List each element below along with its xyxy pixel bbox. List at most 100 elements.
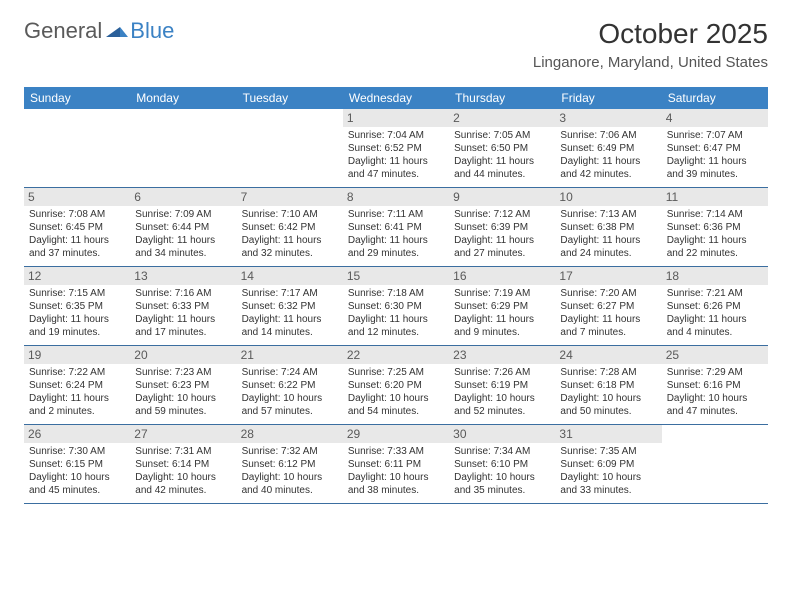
day-number: 19	[24, 346, 130, 364]
sunset-text: Sunset: 6:42 PM	[242, 221, 338, 234]
day-header-mon: Monday	[130, 87, 236, 109]
sunset-text: Sunset: 6:22 PM	[242, 379, 338, 392]
sunrise-text: Sunrise: 7:28 AM	[560, 366, 656, 379]
daylight-text: Daylight: 10 hours and 50 minutes.	[560, 392, 656, 418]
day-cell	[24, 109, 130, 187]
day-number: 1	[343, 109, 449, 127]
day-number: 10	[555, 188, 661, 206]
day-header-sun: Sunday	[24, 87, 130, 109]
daylight-text: Daylight: 11 hours and 32 minutes.	[242, 234, 338, 260]
day-info: Sunrise: 7:10 AMSunset: 6:42 PMDaylight:…	[242, 208, 338, 260]
day-info: Sunrise: 7:04 AMSunset: 6:52 PMDaylight:…	[348, 129, 444, 181]
day-cell: 19Sunrise: 7:22 AMSunset: 6:24 PMDayligh…	[24, 346, 130, 424]
week-row: 12 Sunrise: 7:15 AMSunset: 6:35 PMDayligh…	[24, 267, 768, 346]
daylight-text: Daylight: 10 hours and 38 minutes.	[348, 471, 444, 497]
sunset-text: Sunset: 6:27 PM	[560, 300, 656, 313]
day-info: Sunrise: 7:06 AMSunset: 6:49 PMDaylight:…	[560, 129, 656, 181]
sunrise-text: Sunrise: 7:12 AM	[454, 208, 550, 221]
sunset-text: Sunset: 6:32 PM	[242, 300, 338, 313]
day-number: 30	[449, 425, 555, 443]
day-number: 25	[662, 346, 768, 364]
day-cell	[237, 109, 343, 187]
week-row: 26Sunrise: 7:30 AMSunset: 6:15 PMDayligh…	[24, 425, 768, 504]
day-info: Sunrise: 7:12 AMSunset: 6:39 PMDaylight:…	[454, 208, 550, 260]
daylight-text: Daylight: 10 hours and 59 minutes.	[135, 392, 231, 418]
sunset-text: Sunset: 6:38 PM	[560, 221, 656, 234]
day-number: 13	[130, 267, 236, 285]
day-cell: 27Sunrise: 7:31 AMSunset: 6:14 PMDayligh…	[130, 425, 236, 503]
sunrise-text: Sunrise: 7:09 AM	[135, 208, 231, 221]
day-number: 26	[24, 425, 130, 443]
day-cell: 18Sunrise: 7:21 AMSunset: 6:26 PMDayligh…	[662, 267, 768, 345]
daylight-text: Daylight: 11 hours and 4 minutes.	[667, 313, 763, 339]
daylight-text: Daylight: 11 hours and 42 minutes.	[560, 155, 656, 181]
day-info: Sunrise: 7:07 AMSunset: 6:47 PMDaylight:…	[667, 129, 763, 181]
sunrise-text: Sunrise: 7:20 AM	[560, 287, 656, 300]
sunrise-text: Sunrise: 7:35 AM	[560, 445, 656, 458]
day-cell: 25Sunrise: 7:29 AMSunset: 6:16 PMDayligh…	[662, 346, 768, 424]
day-info: Sunrise: 7:25 AMSunset: 6:20 PMDaylight:…	[348, 366, 444, 418]
day-number: 12	[24, 267, 130, 285]
sunrise-text: Sunrise: 7:22 AM	[29, 366, 125, 379]
day-cell: 16Sunrise: 7:19 AMSunset: 6:29 PMDayligh…	[449, 267, 555, 345]
sunrise-text: Sunrise: 7:05 AM	[454, 129, 550, 142]
sunrise-text: Sunrise: 7:18 AM	[348, 287, 444, 300]
day-info: Sunrise: 7:08 AMSunset: 6:45 PMDaylight:…	[29, 208, 125, 260]
daylight-text: Daylight: 11 hours and 9 minutes.	[454, 313, 550, 339]
logo-mark-icon	[106, 21, 128, 42]
daylight-text: Daylight: 10 hours and 42 minutes.	[135, 471, 231, 497]
sunset-text: Sunset: 6:15 PM	[29, 458, 125, 471]
day-number: 20	[130, 346, 236, 364]
day-info: Sunrise: 7:13 AMSunset: 6:38 PMDaylight:…	[560, 208, 656, 260]
daylight-text: Daylight: 11 hours and 2 minutes.	[29, 392, 125, 418]
day-number: 8	[343, 188, 449, 206]
sunset-text: Sunset: 6:20 PM	[348, 379, 444, 392]
sunset-text: Sunset: 6:29 PM	[454, 300, 550, 313]
sunset-text: Sunset: 6:39 PM	[454, 221, 550, 234]
sunrise-text: Sunrise: 7:32 AM	[242, 445, 338, 458]
daylight-text: Daylight: 10 hours and 35 minutes.	[454, 471, 550, 497]
day-info: Sunrise: 7:23 AMSunset: 6:23 PMDaylight:…	[135, 366, 231, 418]
sunrise-text: Sunrise: 7:31 AM	[135, 445, 231, 458]
sunset-text: Sunset: 6:36 PM	[667, 221, 763, 234]
daylight-text: Daylight: 11 hours and 12 minutes.	[348, 313, 444, 339]
day-header-thu: Thursday	[449, 87, 555, 109]
day-cell: 10 Sunrise: 7:13 AMSunset: 6:38 PMDayligh…	[555, 188, 661, 266]
day-info: Sunrise: 7:18 AMSunset: 6:30 PMDaylight:…	[348, 287, 444, 339]
day-cell: 9Sunrise: 7:12 AMSunset: 6:39 PMDaylight…	[449, 188, 555, 266]
day-info: Sunrise: 7:28 AMSunset: 6:18 PMDaylight:…	[560, 366, 656, 418]
logo: General Blue	[24, 18, 174, 44]
day-info: Sunrise: 7:15 AMSunset: 6:35 PMDaylight:…	[29, 287, 125, 339]
weeks-container: 1 Sunrise: 7:04 AMSunset: 6:52 PMDaylight…	[24, 109, 768, 504]
day-info: Sunrise: 7:33 AMSunset: 6:11 PMDaylight:…	[348, 445, 444, 497]
title-block: October 2025 Linganore, Maryland, United…	[533, 18, 768, 71]
day-cell: 14Sunrise: 7:17 AMSunset: 6:32 PMDayligh…	[237, 267, 343, 345]
day-cell	[130, 109, 236, 187]
day-header-row: Sunday Monday Tuesday Wednesday Thursday…	[24, 87, 768, 109]
sunrise-text: Sunrise: 7:26 AM	[454, 366, 550, 379]
sunrise-text: Sunrise: 7:19 AM	[454, 287, 550, 300]
sunset-text: Sunset: 6:50 PM	[454, 142, 550, 155]
sunrise-text: Sunrise: 7:25 AM	[348, 366, 444, 379]
sunrise-text: Sunrise: 7:14 AM	[667, 208, 763, 221]
day-cell: 2Sunrise: 7:05 AMSunset: 6:50 PMDaylight…	[449, 109, 555, 187]
day-number: 24	[555, 346, 661, 364]
sunset-text: Sunset: 6:35 PM	[29, 300, 125, 313]
sunset-text: Sunset: 6:47 PM	[667, 142, 763, 155]
day-number: 21	[237, 346, 343, 364]
week-row: 5Sunrise: 7:08 AMSunset: 6:45 PMDaylight…	[24, 188, 768, 267]
day-cell: 13Sunrise: 7:16 AMSunset: 6:33 PMDayligh…	[130, 267, 236, 345]
day-cell: 4Sunrise: 7:07 AMSunset: 6:47 PMDaylight…	[662, 109, 768, 187]
header: General Blue October 2025 Linganore, Mar…	[0, 0, 792, 77]
location-text: Linganore, Maryland, United States	[533, 54, 768, 71]
week-row: 19Sunrise: 7:22 AMSunset: 6:24 PMDayligh…	[24, 346, 768, 425]
daylight-text: Daylight: 11 hours and 7 minutes.	[560, 313, 656, 339]
sunrise-text: Sunrise: 7:04 AM	[348, 129, 444, 142]
sunset-text: Sunset: 6:44 PM	[135, 221, 231, 234]
day-header-fri: Friday	[555, 87, 661, 109]
day-number: 22	[343, 346, 449, 364]
day-cell: 5Sunrise: 7:08 AMSunset: 6:45 PMDaylight…	[24, 188, 130, 266]
sunrise-text: Sunrise: 7:16 AM	[135, 287, 231, 300]
day-header-sat: Saturday	[662, 87, 768, 109]
day-cell: 24 Sunrise: 7:28 AMSunset: 6:18 PMDayligh…	[555, 346, 661, 424]
